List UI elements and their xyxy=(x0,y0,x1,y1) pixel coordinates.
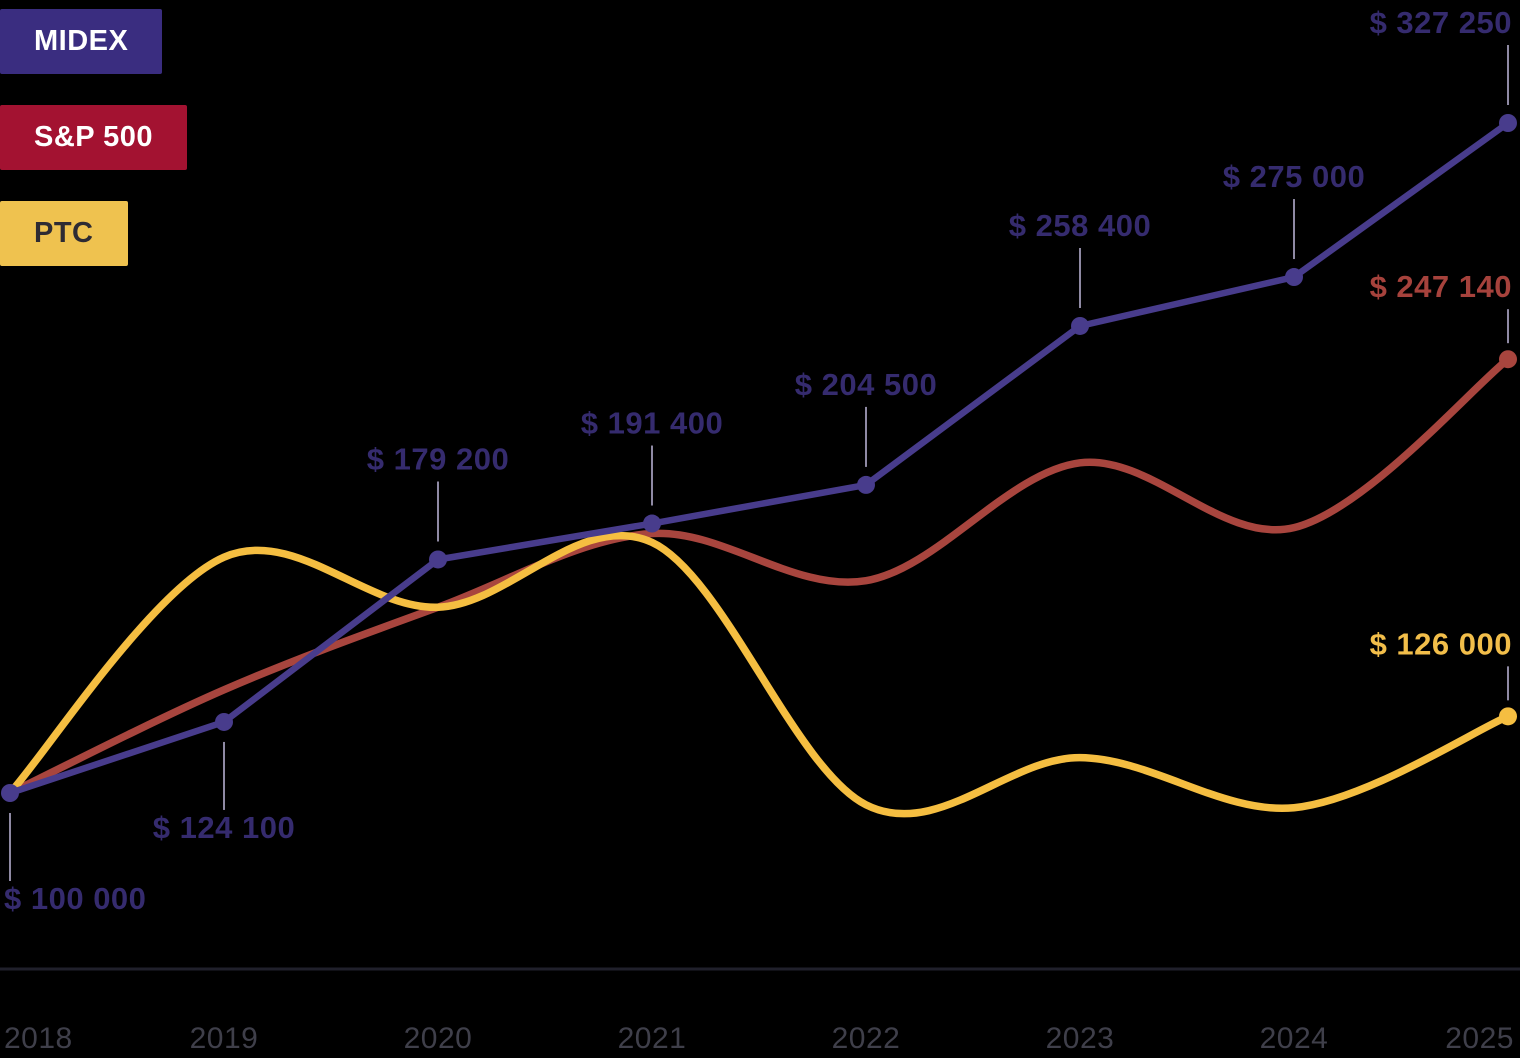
data-point-label-midex: $ 179 200 xyxy=(367,441,509,476)
legend: MIDEX S&P 500 PTC xyxy=(0,9,188,266)
x-tick-label: 2024 xyxy=(1260,1022,1329,1055)
data-point-label-midex: $ 204 500 xyxy=(795,367,937,402)
data-point-label-midex: $ 275 000 xyxy=(1223,159,1365,194)
legend-item-midex: MIDEX xyxy=(0,9,163,74)
data-point-midex xyxy=(643,514,661,533)
legend-item-ptc: PTC xyxy=(0,201,128,266)
end-point-ptc xyxy=(1499,707,1517,726)
data-point-midex xyxy=(1,784,19,802)
end-label-ptc: $ 126 000 xyxy=(1370,626,1512,661)
data-point-label-midex: $ 124 100 xyxy=(153,810,295,845)
x-tick-label: 2025 xyxy=(1445,1022,1514,1055)
data-point-midex xyxy=(429,550,447,569)
end-point-s-p-500 xyxy=(1499,350,1517,369)
series-line-midex xyxy=(6,119,1512,797)
legend-label-midex: MIDEX xyxy=(34,25,129,57)
series-line-ptc xyxy=(6,531,1512,818)
legend-label-sp500: S&P 500 xyxy=(34,121,154,153)
data-point-midex xyxy=(1071,316,1089,335)
data-point-midex xyxy=(857,475,875,494)
end-label-s-p-500: $ 247 140 xyxy=(1370,269,1512,304)
data-point-label-midex: $ 100 000 xyxy=(4,881,146,916)
data-point-midex xyxy=(1499,114,1517,132)
x-tick-label: 2022 xyxy=(832,1022,901,1055)
data-point-label-midex: $ 258 400 xyxy=(1009,208,1151,243)
x-tick-label: 2023 xyxy=(1046,1022,1115,1055)
x-tick-label: 2021 xyxy=(618,1022,687,1055)
x-tick-label: 2019 xyxy=(190,1022,259,1055)
data-point-label-midex: $ 191 400 xyxy=(581,406,723,441)
data-point-label-midex: $ 327 250 xyxy=(1370,5,1512,40)
data-point-midex xyxy=(1285,268,1303,287)
series-line-s-p-500 xyxy=(6,355,1512,797)
x-tick-label: 2018 xyxy=(4,1022,73,1055)
legend-item-sp500: S&P 500 xyxy=(0,105,188,170)
legend-label-ptc: PTC xyxy=(34,217,94,249)
x-tick-label: 2020 xyxy=(404,1022,473,1055)
data-point-midex xyxy=(215,712,233,731)
